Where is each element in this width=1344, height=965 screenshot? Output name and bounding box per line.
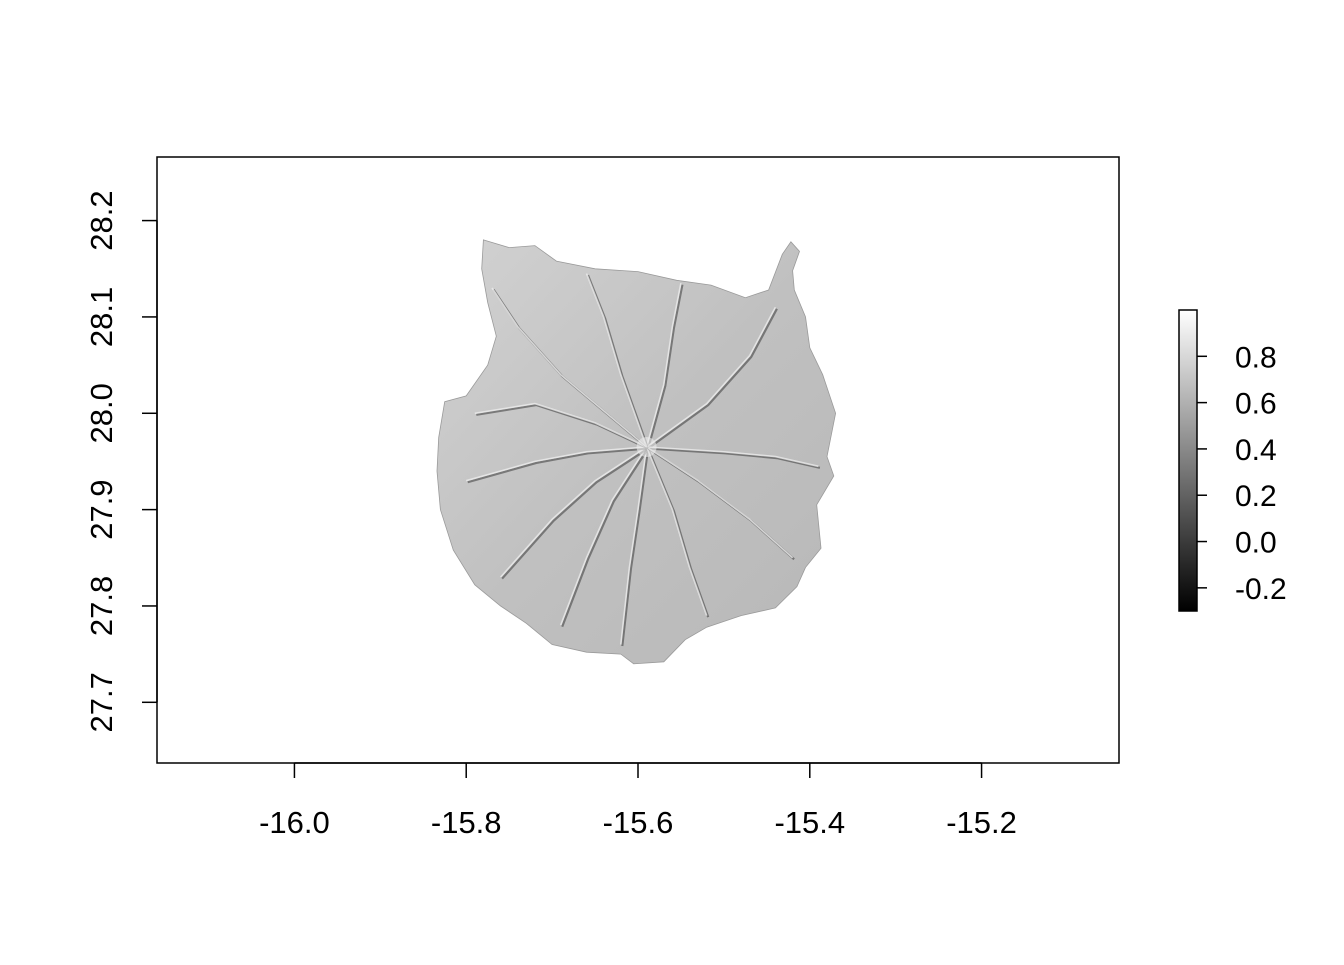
- ridge-highlight: [646, 446, 794, 559]
- colorbar-tick-label: 0.2: [1235, 480, 1277, 513]
- summit-highlight: [636, 436, 657, 457]
- y-tick-label: 27.8: [84, 576, 119, 636]
- x-tick-label: -15.6: [603, 805, 674, 840]
- relief-group: [465, 273, 821, 647]
- x-tick-label: -16.0: [259, 805, 330, 840]
- ridge-highlight: [465, 446, 647, 482]
- ridge-highlight: [500, 446, 648, 578]
- ravine-shadow: [467, 447, 649, 484]
- ravine-shadow: [561, 447, 650, 628]
- x-tick-label: -15.8: [431, 805, 502, 840]
- ridge-highlight: [646, 446, 819, 468]
- y-tick-label: 27.7: [84, 672, 119, 732]
- colorbar-legend: -0.2 0.0 0.2 0.4 0.6 0.8: [1178, 309, 1287, 612]
- ridge-highlight: [646, 306, 777, 448]
- ridge-highlight: [645, 446, 708, 616]
- y-axis: 27.7 27.8 27.9 28.0 28.1 28.2: [84, 190, 158, 732]
- colorbar-tick-label: 0.6: [1235, 388, 1277, 421]
- colorbar-tick-label: -0.2: [1235, 573, 1287, 606]
- ridge-highlight: [585, 273, 648, 448]
- ravine-shadow: [586, 274, 650, 449]
- colorbar-ramp: [1178, 309, 1198, 612]
- ravine-shadow: [647, 284, 684, 449]
- x-axis: -16.0 -15.8 -15.6 -15.4 -15.2: [259, 762, 1017, 840]
- colorbar-tick-label: 0.0: [1235, 527, 1277, 560]
- y-tick-label: 28.2: [84, 190, 119, 250]
- island-shape: [437, 239, 836, 664]
- hillshade-raster: [436, 239, 837, 665]
- ravine-shadow: [647, 448, 710, 618]
- colorbar-tick-label: 0.4: [1235, 434, 1277, 467]
- ravine-shadow: [621, 448, 650, 647]
- coastline: [436, 239, 837, 665]
- ravine-shadow: [647, 308, 778, 450]
- y-tick-label: 28.0: [84, 383, 119, 443]
- ridge-highlight: [620, 446, 648, 645]
- ravine-shadow: [648, 447, 821, 469]
- ridge-highlight: [645, 283, 682, 448]
- ridge-highlight: [474, 402, 647, 448]
- ridge-highlight: [491, 287, 648, 448]
- x-tick-label: -15.2: [946, 805, 1017, 840]
- y-tick-label: 28.1: [84, 287, 119, 347]
- colorbar-tick-label: 0.8: [1235, 341, 1277, 374]
- ridge-highlight: [559, 446, 648, 626]
- y-tick-label: 27.9: [84, 479, 119, 539]
- x-tick-label: -15.4: [774, 805, 845, 840]
- ravine-shadow: [501, 447, 649, 580]
